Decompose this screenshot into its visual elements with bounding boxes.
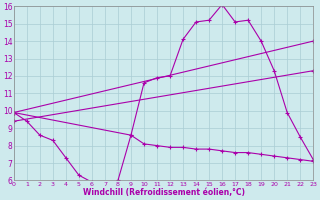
X-axis label: Windchill (Refroidissement éolien,°C): Windchill (Refroidissement éolien,°C) (83, 188, 244, 197)
